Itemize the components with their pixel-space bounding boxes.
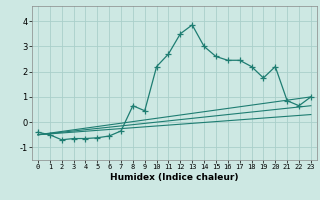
X-axis label: Humidex (Indice chaleur): Humidex (Indice chaleur) [110, 173, 239, 182]
